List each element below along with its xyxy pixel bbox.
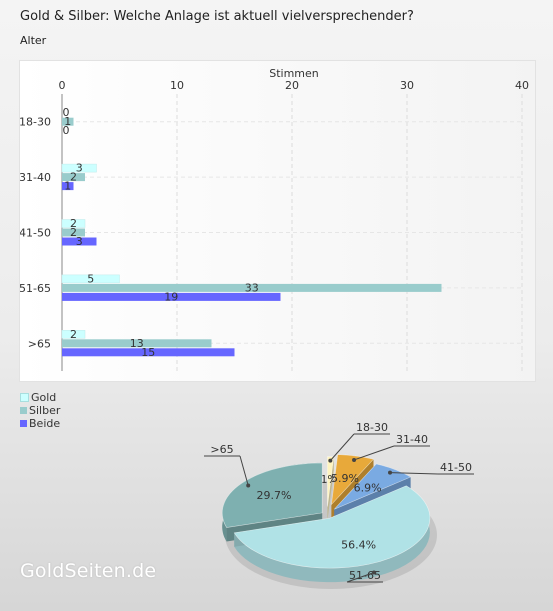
brand-logo-text: GoldSeiten.de [20, 560, 157, 582]
pie-percent-label: 29.7% [256, 489, 291, 502]
pie-callout-arrowhead [328, 458, 333, 463]
pie-percent-label: 56.4% [341, 538, 376, 551]
pie-chart: 1%5.9%6.9%56.4%29.7%18-3031-4041-5051-65… [204, 421, 474, 589]
legend-label-gold: Gold [31, 391, 57, 404]
pie-percent-label: 5.9% [331, 472, 359, 485]
bar-value-label: 19 [164, 290, 178, 303]
category-label: 18-30 [20, 116, 51, 129]
bar-value-label: 1 [64, 115, 71, 128]
pie-slice-wall [327, 456, 334, 521]
pie-callout-label: 31-40 [396, 433, 428, 446]
pie-callout-arrowhead [352, 457, 357, 462]
pie-slice-over-65 [221, 462, 323, 528]
pie-slice-51-65 [233, 485, 431, 569]
x-tick-label: 20 [285, 79, 299, 92]
legend-swatch-gold [20, 393, 29, 402]
pie-percent-label: 1% [320, 473, 337, 486]
pie-callout-label: 41-50 [440, 461, 472, 474]
pie-callout-leader [353, 445, 395, 461]
bar-gold [61, 219, 86, 228]
bar-value-label: 2 [70, 226, 77, 239]
legend: Gold Silber Beide [20, 391, 60, 430]
pie-slice-41-50 [334, 463, 412, 510]
bar-value-label: 3 [76, 162, 83, 175]
bar-beide [62, 348, 235, 357]
pie-callout-arrowhead [246, 483, 251, 488]
pie-callout-label: >65 [210, 443, 233, 456]
pie-callout-leader [329, 433, 355, 461]
category-label: 51-65 [20, 282, 51, 295]
bar-gold [61, 330, 86, 339]
bar-chart-panel: Stimmen 0 10 20 30 40 18-30 0 1 0 31-40 3 2 1 41-50 2 2 3… [19, 60, 536, 382]
pie-callout-label: 18-30 [356, 421, 388, 434]
pie-callout-leader [239, 455, 249, 486]
bar-value-label: 5 [87, 272, 94, 285]
bar-value-label: 0 [63, 106, 70, 119]
bar-silber [62, 173, 85, 182]
x-tick-label: 10 [170, 79, 184, 92]
x-axis-title: Stimmen [269, 67, 319, 80]
bar-gold [61, 163, 97, 173]
legend-swatch-beide [20, 420, 27, 427]
chart-subtitle: Alter [20, 34, 47, 47]
pie-percent-label: 6.9% [354, 481, 382, 494]
x-tick-label: 30 [400, 79, 414, 92]
pie-callout-leader [390, 472, 439, 475]
category-label: 31-40 [20, 171, 51, 184]
pie-slice-31-40 [331, 454, 375, 506]
legend-swatch-silber [20, 407, 27, 414]
legend-label-beide: Beide [29, 417, 61, 430]
legend-item-gold: Gold [20, 391, 60, 404]
category-label: 41-50 [20, 227, 51, 240]
bar-silber [62, 339, 212, 348]
bar-silber [62, 283, 442, 292]
bar-silber [62, 117, 74, 126]
bar-beide [62, 292, 281, 301]
bar-value-label: 2 [70, 171, 77, 184]
bar-beide [62, 237, 97, 246]
x-tick-label: 40 [515, 79, 529, 92]
x-tick-label: 0 [59, 79, 66, 92]
bar-value-label: 2 [70, 217, 77, 230]
bar-value-label: 3 [76, 235, 83, 248]
bar-value-label: 33 [245, 281, 259, 294]
bar-value-label: 0 [63, 124, 70, 137]
bar-value-label: 13 [130, 337, 144, 350]
pie-callout-leader [346, 572, 375, 583]
bar-value-label: 2 [70, 328, 77, 341]
bar-silber [62, 228, 85, 237]
category-label: >65 [28, 337, 51, 350]
legend-item-silber: Silber [20, 404, 60, 417]
chart-title: Gold & Silber: Welche Anlage ist aktuell… [20, 9, 414, 24]
pie-callout-arrowhead [371, 570, 376, 575]
bar-gold [61, 274, 120, 284]
legend-label-silber: Silber [29, 404, 61, 417]
bar-value-label: 1 [64, 180, 71, 193]
bar-beide [62, 182, 74, 191]
pie-callout-arrowhead [388, 470, 393, 475]
legend-item-beide: Beide [20, 417, 60, 430]
bar-value-label: 15 [141, 346, 155, 359]
